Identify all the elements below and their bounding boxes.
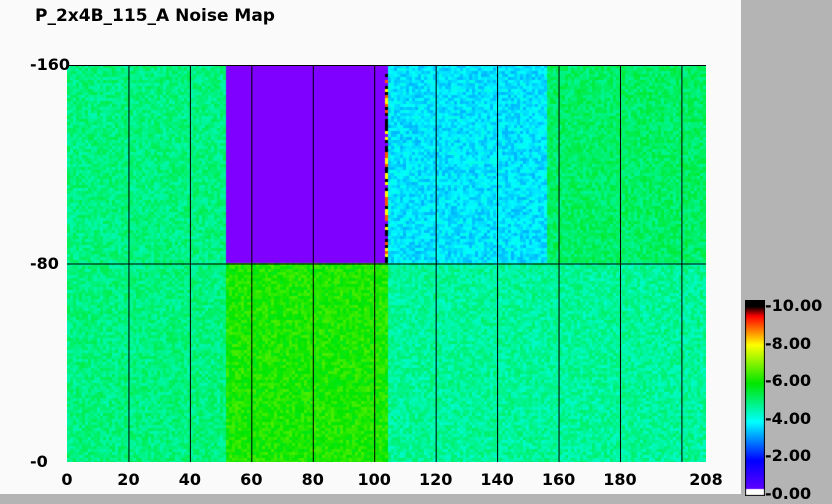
- x-tick-label: 120: [419, 470, 452, 489]
- x-tick-label: 60: [240, 470, 262, 489]
- x-tick-label: 20: [117, 470, 139, 489]
- colorbar-tick-label: -6.00: [765, 371, 811, 390]
- x-tick-label: 100: [358, 470, 391, 489]
- grid: [67, 65, 706, 462]
- y-tick-label: -0: [30, 452, 48, 471]
- y-tick-label: -80: [30, 254, 59, 273]
- x-tick-label: 140: [480, 470, 513, 489]
- heatmap-plot: [67, 65, 706, 462]
- x-tick-label: 208: [689, 470, 722, 489]
- colorbar-tick-label: -8.00: [765, 334, 811, 353]
- x-tick-label: 160: [542, 470, 575, 489]
- bottom-strip: [0, 494, 741, 504]
- colorbar-tick-label: -0.00: [765, 484, 811, 503]
- y-tick-label: -160: [30, 55, 70, 74]
- x-tick-label: 180: [603, 470, 636, 489]
- chart-title: P_2x4B_115_A Noise Map: [35, 6, 275, 26]
- colorbar-tick-label: -10.00: [765, 296, 822, 315]
- colorbar: [745, 300, 765, 496]
- colorbar-tick-label: -4.00: [765, 409, 811, 428]
- x-tick-label: 40: [179, 470, 201, 489]
- x-tick-label: 0: [61, 470, 72, 489]
- x-tick-label: 80: [302, 470, 324, 489]
- colorbar-tick-label: -2.00: [765, 446, 811, 465]
